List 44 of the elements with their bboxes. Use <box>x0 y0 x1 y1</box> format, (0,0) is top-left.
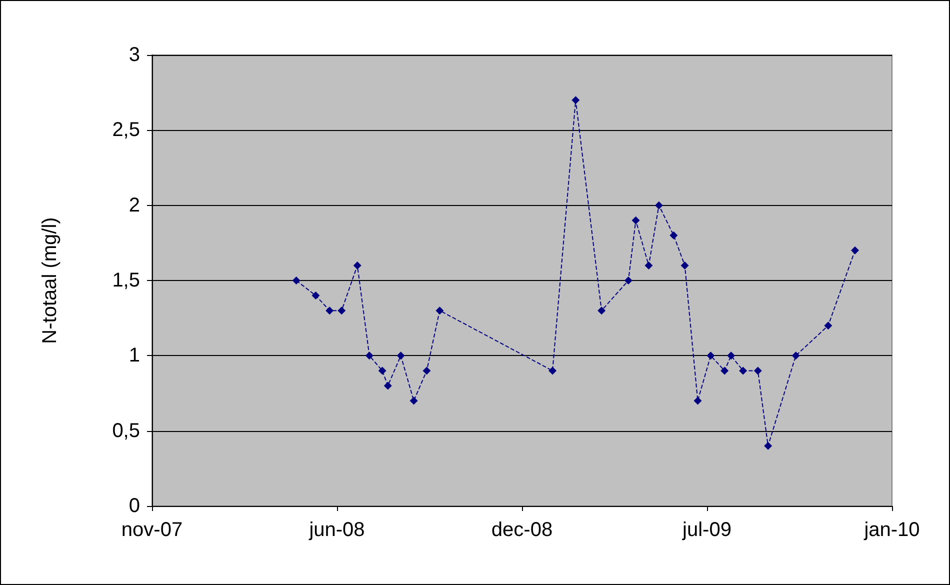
x-tick-label: jun-08 <box>308 519 365 541</box>
point <box>378 366 386 375</box>
y-axis-title: N-totaal (mg/l) <box>39 217 61 344</box>
point <box>764 442 772 450</box>
y-tick-label: 1 <box>128 344 140 367</box>
y-tick-label: 1,5 <box>112 270 140 292</box>
point <box>754 366 762 375</box>
point <box>706 352 715 360</box>
point <box>410 396 418 405</box>
y-tick-label: 3 <box>128 44 140 66</box>
point <box>727 352 736 360</box>
point <box>694 396 702 405</box>
x-tick-label: dec-08 <box>491 519 553 541</box>
y-tick-label: 0,5 <box>112 420 140 442</box>
point <box>739 366 748 375</box>
point <box>572 96 580 104</box>
point <box>292 276 300 284</box>
point <box>654 201 663 210</box>
point <box>644 261 653 270</box>
x-tick-label: jan-10 <box>863 519 920 541</box>
point <box>720 366 729 375</box>
point <box>851 246 859 254</box>
point <box>422 366 431 375</box>
point <box>338 306 346 315</box>
point <box>792 352 800 360</box>
point <box>326 306 334 315</box>
point <box>436 306 444 315</box>
point <box>384 382 392 390</box>
point <box>598 306 606 315</box>
point <box>365 352 374 360</box>
point <box>353 261 362 270</box>
point <box>680 261 689 270</box>
y-tick-label: 2,5 <box>112 119 140 142</box>
point <box>396 352 405 360</box>
point <box>312 292 320 300</box>
point <box>824 322 832 330</box>
y-tick-label: 0 <box>128 495 140 517</box>
x-tick-label: jul-09 <box>682 519 732 541</box>
point <box>670 231 678 240</box>
point <box>624 276 632 284</box>
x-tick-label: nov-07 <box>121 519 183 541</box>
point <box>548 366 557 375</box>
point <box>632 216 640 224</box>
y-tick-label: 2 <box>128 194 140 216</box>
